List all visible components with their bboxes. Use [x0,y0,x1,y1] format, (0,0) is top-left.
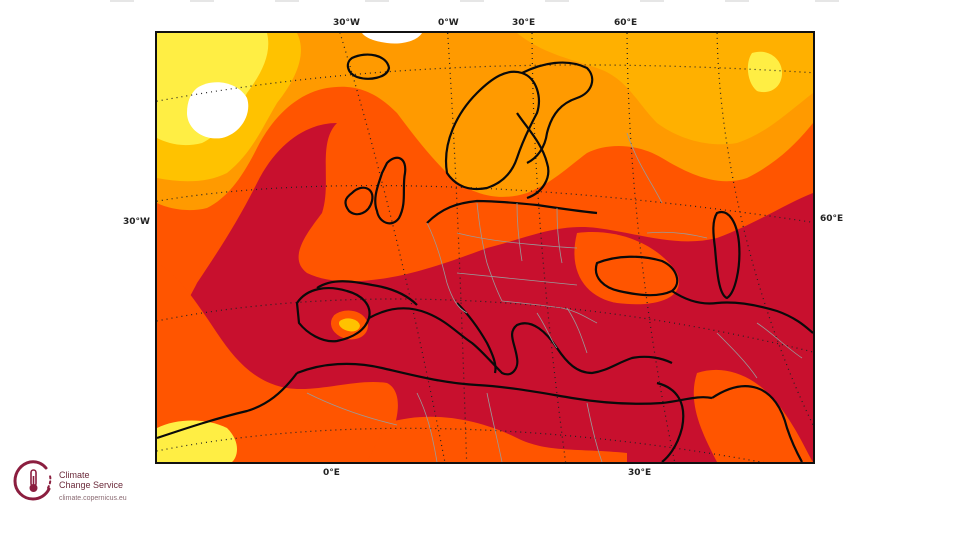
lon-label-top-60e: 60°E [614,18,638,28]
lon-label-top-30e: 30°E [512,18,536,28]
country-borders [306,132,803,462]
top-edge-strip [0,0,960,4]
anomaly-band-orange-ne [517,33,813,145]
brand-title: Climate Change Service [59,470,149,490]
anomaly-band-orangered-se [693,369,813,462]
temperature-anomaly-map [155,31,815,464]
anomaly-band-yellow-ne [747,51,782,93]
graticule [157,33,813,462]
lon-label-right-60e: 60°E [820,214,844,224]
lon-label-bottom-0e: 0°E [323,468,340,478]
lon-label-top-30w: 30°W [333,18,360,28]
anomaly-band-white-n [362,33,422,44]
brand-title-line2: Change Service [59,480,124,490]
coastlines [157,53,813,462]
anomaly-band-white [187,82,249,139]
brand-url: climate.copernicus.eu [59,495,127,502]
brand-title-line1: Climate [59,470,90,480]
thermometer-in-circle-icon [13,460,52,501]
lon-label-left-30w: 30°W [123,217,150,227]
anomaly-band-orangered-east [574,232,679,305]
lon-label-top-0w: 0°W [438,18,459,28]
copernicus-branding: Climate Change Service climate.copernicu… [12,456,162,516]
lon-label-bottom-30e: 30°E [628,468,652,478]
anomaly-band-orangered-west [157,263,398,462]
map-canvas [157,33,813,462]
